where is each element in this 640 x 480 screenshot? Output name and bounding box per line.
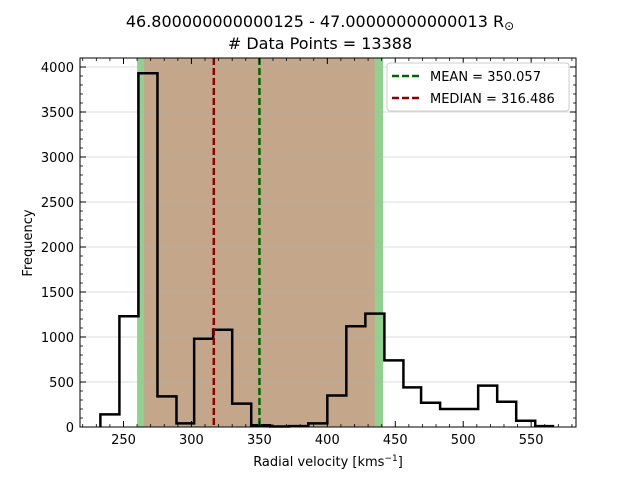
y-tick-label: 0 bbox=[66, 421, 74, 436]
chart-subtitle: # Data Points = 13388 bbox=[228, 34, 412, 53]
y-axis-label: Frequency bbox=[21, 209, 36, 276]
y-tick-label: 3000 bbox=[41, 151, 74, 166]
legend: MEAN = 350.057 MEDIAN = 316.486 bbox=[386, 62, 570, 112]
x-tick-label: 400 bbox=[315, 433, 340, 448]
x-tick-label: 450 bbox=[383, 433, 408, 448]
x-tick-label: 500 bbox=[451, 433, 476, 448]
y-tick-label: 4000 bbox=[41, 61, 74, 76]
x-axis-label: Radial velocity [kms−1] bbox=[253, 454, 403, 470]
x-tick-label: 250 bbox=[111, 433, 136, 448]
y-tick-label: 1000 bbox=[41, 331, 74, 346]
legend-median-label: MEDIAN = 316.486 bbox=[430, 92, 555, 107]
y-tick-label: 3500 bbox=[41, 106, 74, 121]
y-tick-label: 1500 bbox=[41, 286, 74, 301]
y-tick-label: 2000 bbox=[41, 241, 74, 256]
chart-title: 46.800000000000125 - 47.00000000000013 R… bbox=[126, 12, 514, 33]
legend-mean-label: MEAN = 350.057 bbox=[430, 70, 541, 85]
plot-area: 250 300 350 400 450 500 550 0 500 1000 1500 2000 250… bbox=[41, 57, 577, 448]
y-tick-label: 2500 bbox=[41, 196, 74, 211]
legend-box bbox=[386, 62, 570, 112]
x-tick-label: 350 bbox=[247, 433, 272, 448]
x-tick-label: 550 bbox=[519, 433, 544, 448]
y-tick-label: 500 bbox=[49, 376, 74, 391]
x-tick-label: 300 bbox=[179, 433, 204, 448]
axes-frame bbox=[79, 57, 577, 428]
